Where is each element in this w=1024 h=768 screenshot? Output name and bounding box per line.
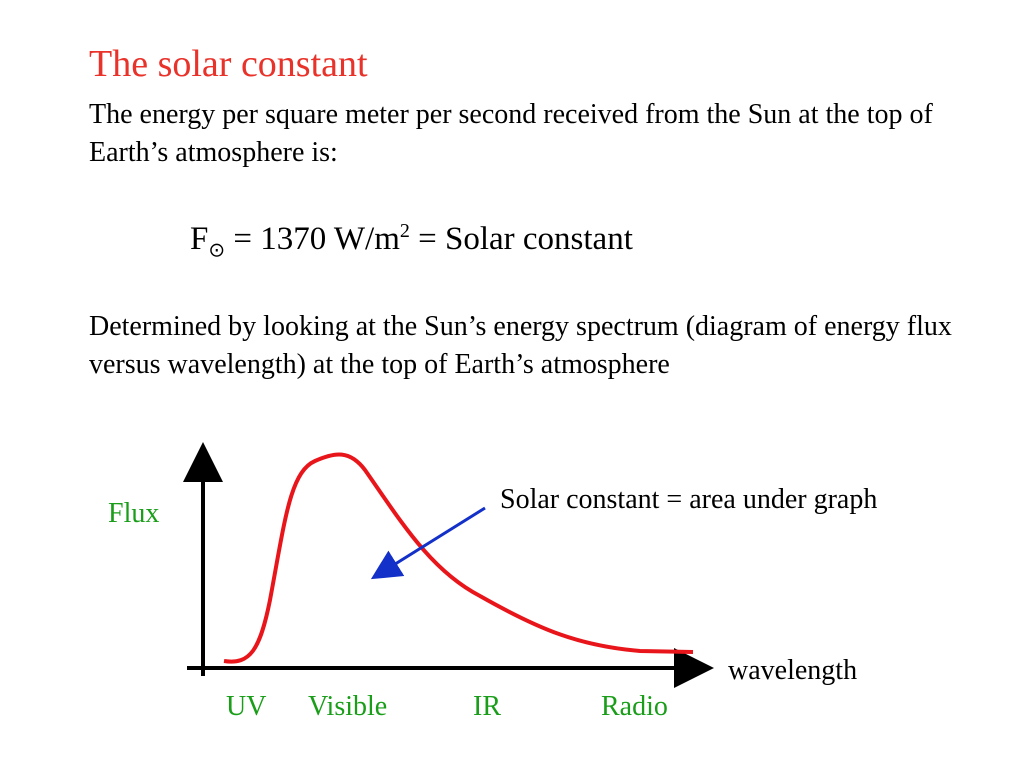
region-label: Radio xyxy=(601,691,668,722)
formula-middle: = 1370 W/m xyxy=(225,221,400,257)
explanation: Determined by looking at the Sun’s energ… xyxy=(89,311,952,380)
intro: The energy per square meter per second r… xyxy=(89,99,933,168)
annotation: Solar constant = area under graph xyxy=(500,484,878,515)
x-label: wavelength xyxy=(728,655,858,686)
formula-subscript: ⊙ xyxy=(208,239,226,262)
region-label: IR xyxy=(473,691,501,722)
formula-rest: = Solar constant xyxy=(409,221,633,257)
y-label: Flux xyxy=(108,498,160,529)
annotation-arrow xyxy=(370,506,486,580)
region-label: Visible xyxy=(308,691,388,722)
formula-superscript: 2 xyxy=(399,220,410,242)
title: The solar constant xyxy=(89,43,368,85)
region-label: UV xyxy=(226,691,267,722)
formula-symbol: F xyxy=(190,221,209,257)
formula: F⊙ = 1370 W/m2 = Solar constant xyxy=(190,220,633,263)
spectrum-curve xyxy=(223,452,694,664)
